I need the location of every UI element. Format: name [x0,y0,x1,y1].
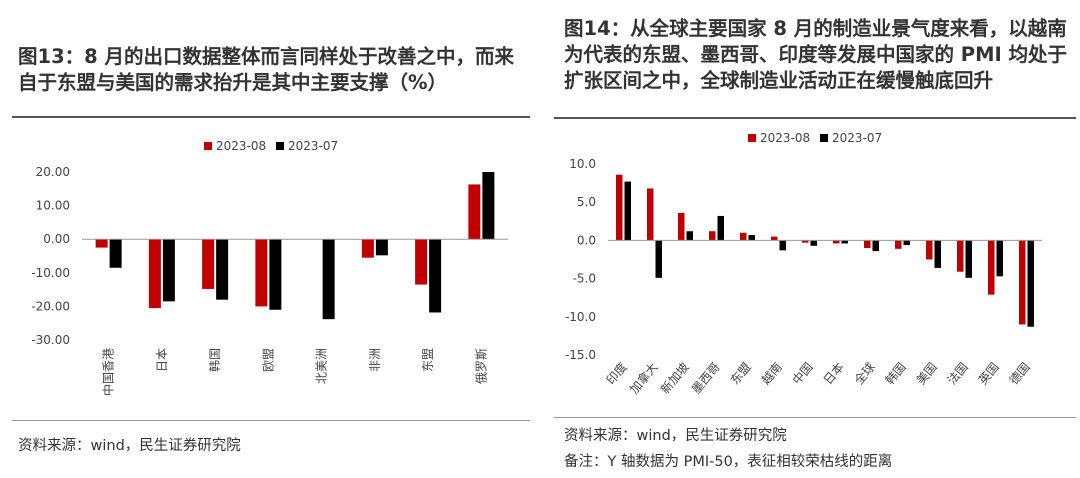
right-legend-label-0: 2023-08 [760,131,810,145]
right-bar-法国-2023-07 [965,240,972,278]
left-legend-label-0: 2023-08 [216,139,266,153]
left-bar-韩国-2023-07 [216,239,229,300]
left-bar-东盟-2023-07 [429,239,442,313]
left-source: 资料来源：wind，民生证券研究院 [18,438,241,454]
right-title-rule [554,117,1076,119]
left-bar-日本-2023-07 [162,239,175,302]
right-bar-越南-2023-07 [779,240,786,251]
left-bottom-rule [12,420,530,421]
right-y-tick-2: 0.0 [577,233,596,247]
right-bottom-rule [554,417,1076,418]
right-x-tick-3: 墨西哥 [689,360,723,397]
right-bar-美国-2023-08 [926,240,933,260]
right-bar-日本-2023-08 [833,240,840,244]
right-bar-新加坡-2023-07 [686,231,693,241]
left-bar-中国香港-2023-07 [109,239,122,268]
left-y-tick-2: 0.00 [43,232,70,246]
right-y-tick-1: 5.0 [577,195,596,209]
right-legend-swatch-0 [748,134,756,142]
right-bar-韩国-2023-08 [895,240,902,249]
left-legend-swatch-0 [204,142,212,150]
right-legend-swatch-1 [820,134,828,142]
right-bar-中国-2023-07 [810,240,817,246]
right-x-tick-10: 美国 [914,360,940,387]
left-y-tick-4: -20.00 [31,299,70,313]
left-y-tick-3: -10.00 [31,266,70,280]
right-bar-日本-2023-07 [841,240,848,244]
left-legend-label-1: 2023-07 [288,139,338,153]
left-bar-中国香港-2023-08 [95,239,108,248]
left-x-tick-2: 韩国 [207,348,222,372]
right-y-tick-4: -10.0 [565,310,596,324]
left-legend-swatch-1 [276,142,284,150]
left-y-tick-1: 10.00 [36,199,70,213]
right-bar-英国-2023-07 [996,240,1003,277]
right-x-tick-11: 法国 [945,360,971,387]
left-bar-北美洲-2023-07 [322,239,335,320]
right-x-tick-9: 韩国 [882,359,909,387]
left-bar-东盟-2023-08 [415,239,428,285]
right-x-tick-7: 日本 [821,360,847,387]
right-bar-韩国-2023-07 [903,240,910,245]
right-bar-墨西哥-2023-08 [709,231,716,241]
right-legend-label-1: 2023-07 [832,131,882,145]
left-bar-欧盟-2023-07 [269,239,282,310]
left-bar-欧盟-2023-08 [255,239,268,307]
left-figure-panel: 图13：8 月的出口数据整体而言同样处于改善之中，而来自于东盟与美国的需求抬升是… [0,0,532,478]
right-chart: 2023-08 2023-07 10.0 5.0 0.0 -5.0 -10.0 -15.0 印度… [565,131,1042,397]
right-x-tick-6: 中国 [789,359,816,387]
right-bar-印度-2023-07 [624,181,631,241]
right-bar-加拿大-2023-08 [647,188,654,241]
left-y-tick-5: -30.00 [31,333,70,347]
right-x-tick-5: 越南 [758,359,785,387]
right-bar-英国-2023-08 [988,240,995,295]
right-x-tick-13: 德国 [1006,359,1033,387]
right-bar-德国-2023-07 [1027,240,1034,327]
right-source: 资料来源：wind，民生证券研究院 [564,428,787,444]
right-bar-美国-2023-07 [934,240,941,268]
left-bar-非洲-2023-08 [361,239,374,258]
left-y-tick-0: 20.00 [36,165,70,179]
left-bar-韩国-2023-08 [202,239,215,289]
right-bar-全球-2023-08 [864,240,871,249]
left-x-tick-5: 非洲 [368,348,382,372]
right-bar-新加坡-2023-08 [678,212,685,241]
right-x-tick-2: 新加坡 [657,359,692,396]
right-x-tick-12: 英国 [976,360,1002,387]
right-x-tick-1: 加拿大 [626,359,661,396]
left-x-tick-0: 中国香港 [101,348,116,396]
left-bar-俄罗斯-2023-08 [468,184,481,240]
right-bar-东盟-2023-08 [740,232,747,241]
left-x-tick-3: 欧盟 [261,348,275,372]
left-bar-非洲-2023-07 [375,239,388,256]
right-bar-越南-2023-08 [771,236,778,241]
left-x-tick-4: 北美洲 [315,348,329,384]
left-bar-俄罗斯-2023-07 [482,172,495,240]
right-figure-panel: 图14：从全球主要国家 8 月的制造业景气度来看，以越南为代表的东盟、墨西哥、印… [550,0,1080,478]
right-figure-title: 图14：从全球主要国家 8 月的制造业景气度来看，以越南为代表的东盟、墨西哥、印… [564,17,1068,92]
left-x-tick-1: 日本 [155,348,169,372]
left-x-tick-7: 俄罗斯 [474,348,488,384]
right-x-tick-8: 全球 [851,359,878,387]
right-x-tick-0: 印度 [603,359,630,387]
right-bar-墨西哥-2023-07 [717,215,724,241]
right-bar-加拿大-2023-07 [655,240,662,278]
right-y-tick-3: -5.0 [573,272,596,286]
right-bar-印度-2023-08 [616,174,623,241]
right-bar-德国-2023-08 [1019,240,1026,325]
right-x-tick-4: 东盟 [728,360,754,387]
left-chart: 2023-08 2023-07 20.00 10.00 0.00 -10.00 -20.00… [31,139,508,396]
right-bar-中国-2023-08 [802,240,809,243]
right-bar-东盟-2023-07 [748,235,755,241]
right-y-tick-5: -15.0 [565,348,596,362]
right-y-tick-0: 10.0 [569,157,596,171]
left-x-tick-6: 东盟 [421,348,435,372]
right-bar-全球-2023-07 [872,240,879,252]
left-figure-title: 图13：8 月的出口数据整体而言同样处于改善之中，而来自于东盟与美国的需求抬升是… [18,45,514,94]
left-bar-日本-2023-08 [148,239,161,309]
right-bar-法国-2023-08 [957,240,964,272]
left-title-rule [12,116,530,118]
right-note: 备注：Y 轴数据为 PMI-50，表征相较荣枯线的距离 [564,454,893,470]
